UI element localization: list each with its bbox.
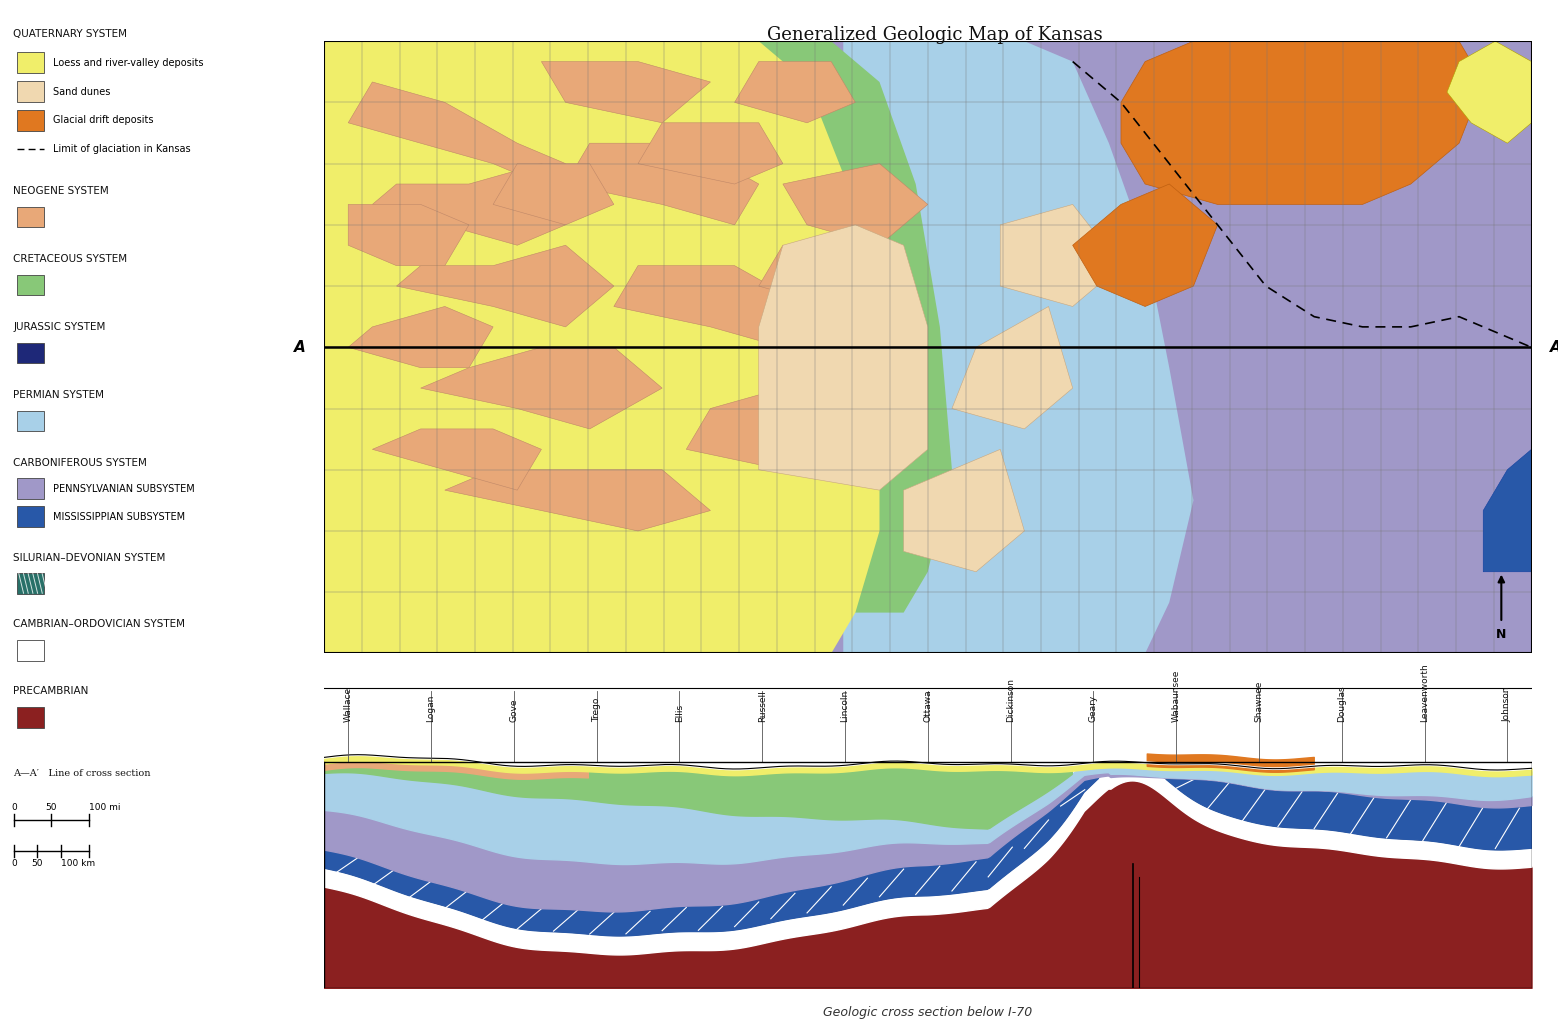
Polygon shape — [904, 450, 1024, 572]
FancyBboxPatch shape — [17, 81, 44, 102]
Text: Russell: Russell — [757, 690, 767, 722]
FancyBboxPatch shape — [17, 478, 44, 499]
FancyBboxPatch shape — [17, 343, 44, 363]
Polygon shape — [347, 82, 566, 184]
Text: Ottawa: Ottawa — [924, 689, 932, 722]
Polygon shape — [372, 164, 589, 245]
Text: NEOGENE SYSTEM: NEOGENE SYSTEM — [14, 186, 109, 197]
Text: A—A′   Line of cross section: A—A′ Line of cross section — [14, 769, 151, 778]
Polygon shape — [735, 62, 855, 122]
Polygon shape — [324, 41, 879, 653]
Text: 100 mi: 100 mi — [89, 803, 120, 812]
Polygon shape — [396, 245, 614, 327]
Text: CAMBRIAN–ORDOVICIAN SYSTEM: CAMBRIAN–ORDOVICIAN SYSTEM — [14, 619, 185, 630]
Text: PENNSYLVANIAN SUBSYSTEM: PENNSYLVANIAN SUBSYSTEM — [53, 484, 195, 494]
FancyBboxPatch shape — [17, 411, 44, 431]
Text: Geologic cross section below I-70: Geologic cross section below I-70 — [823, 1006, 1033, 1020]
Text: A: A — [294, 340, 305, 355]
Text: QUATERNARY SYSTEM: QUATERNARY SYSTEM — [14, 29, 128, 39]
Polygon shape — [1447, 41, 1532, 143]
Text: 0: 0 — [11, 859, 17, 868]
Text: Douglas: Douglas — [1337, 685, 1346, 722]
Polygon shape — [492, 164, 614, 225]
Polygon shape — [542, 41, 952, 612]
Polygon shape — [1120, 41, 1483, 205]
Text: CARBONIFEROUS SYSTEM: CARBONIFEROUS SYSTEM — [14, 458, 148, 468]
Polygon shape — [421, 348, 662, 429]
Text: 100 km: 100 km — [61, 859, 95, 868]
Text: Johnson: Johnson — [1503, 687, 1511, 722]
Polygon shape — [1483, 450, 1532, 572]
Text: N: N — [1496, 628, 1507, 641]
Text: PERMIAN SYSTEM: PERMIAN SYSTEM — [14, 390, 104, 400]
FancyBboxPatch shape — [17, 207, 44, 227]
Polygon shape — [686, 388, 855, 469]
Text: Wabaunsee: Wabaunsee — [1172, 670, 1181, 722]
Polygon shape — [759, 245, 879, 307]
Polygon shape — [324, 41, 1532, 653]
Polygon shape — [759, 225, 927, 490]
Polygon shape — [446, 469, 710, 531]
FancyBboxPatch shape — [17, 275, 44, 295]
Polygon shape — [566, 143, 759, 225]
Text: 50: 50 — [31, 859, 44, 868]
Text: PRECAMBRIAN: PRECAMBRIAN — [14, 686, 89, 697]
Text: Lincoln: Lincoln — [840, 690, 849, 722]
Polygon shape — [952, 307, 1072, 429]
FancyBboxPatch shape — [17, 640, 44, 661]
Polygon shape — [614, 265, 807, 348]
Polygon shape — [639, 122, 782, 184]
Text: MISSISSIPPIAN SUBSYSTEM: MISSISSIPPIAN SUBSYSTEM — [53, 511, 185, 522]
Text: Wallace: Wallace — [344, 687, 352, 722]
Text: Sand dunes: Sand dunes — [53, 86, 111, 97]
Text: Logan: Logan — [427, 695, 436, 722]
Polygon shape — [347, 205, 469, 265]
Text: Gove: Gove — [509, 699, 519, 722]
Polygon shape — [1072, 184, 1217, 307]
Text: Limit of glaciation in Kansas: Limit of glaciation in Kansas — [53, 144, 190, 154]
Text: SILURIAN–DEVONIAN SYSTEM: SILURIAN–DEVONIAN SYSTEM — [14, 553, 165, 563]
Text: Dickinson: Dickinson — [1006, 678, 1016, 722]
Text: Trego: Trego — [592, 698, 601, 722]
Polygon shape — [347, 307, 492, 367]
FancyBboxPatch shape — [17, 52, 44, 73]
Polygon shape — [1000, 205, 1120, 307]
FancyBboxPatch shape — [17, 506, 44, 527]
Polygon shape — [782, 164, 927, 245]
Polygon shape — [843, 41, 1193, 653]
FancyBboxPatch shape — [17, 573, 44, 594]
Text: 50: 50 — [45, 803, 58, 812]
Text: Geary: Geary — [1089, 696, 1098, 722]
Text: Shawnee: Shawnee — [1254, 681, 1264, 722]
Text: 0: 0 — [11, 803, 17, 812]
Text: JURASSIC SYSTEM: JURASSIC SYSTEM — [14, 322, 106, 332]
Polygon shape — [372, 429, 542, 490]
Text: CRETACEOUS SYSTEM: CRETACEOUS SYSTEM — [14, 254, 128, 264]
FancyBboxPatch shape — [17, 707, 44, 728]
Text: Ellis: Ellis — [675, 704, 684, 722]
Polygon shape — [542, 62, 710, 122]
Text: Glacial drift deposits: Glacial drift deposits — [53, 115, 154, 126]
FancyBboxPatch shape — [17, 110, 44, 131]
Text: Leavenworth: Leavenworth — [1419, 664, 1429, 722]
Text: Generalized Geologic Map of Kansas: Generalized Geologic Map of Kansas — [767, 26, 1103, 43]
Text: Loess and river-valley deposits: Loess and river-valley deposits — [53, 58, 204, 68]
Text: A′: A′ — [1550, 340, 1558, 355]
